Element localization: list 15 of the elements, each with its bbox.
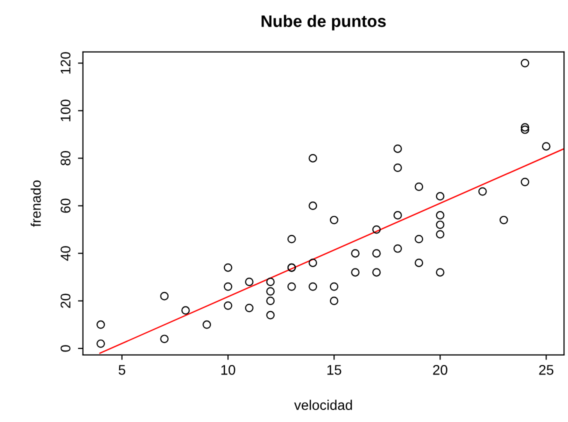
y-tick-label: 120 [60,52,70,74]
y-axis-title: frenado [30,180,41,227]
x-tick-label: 5 [118,365,126,375]
chart-title: Nube de puntos [262,14,386,30]
y-tick-label: 80 [60,151,70,166]
y-tick-label: 100 [60,100,70,122]
x-tick-label: 15 [327,365,342,375]
x-tick-label: 10 [221,364,236,375]
y-tick-label: 0 [60,345,70,352]
y-tick-label: 40 [60,246,70,261]
x-tick-label: 25 [539,364,554,375]
y-tick-label: 20 [60,294,70,308]
x-tick-label: 20 [433,364,448,375]
x-axis-title: velocidad [294,400,352,410]
y-tick-label: 60 [60,198,70,213]
